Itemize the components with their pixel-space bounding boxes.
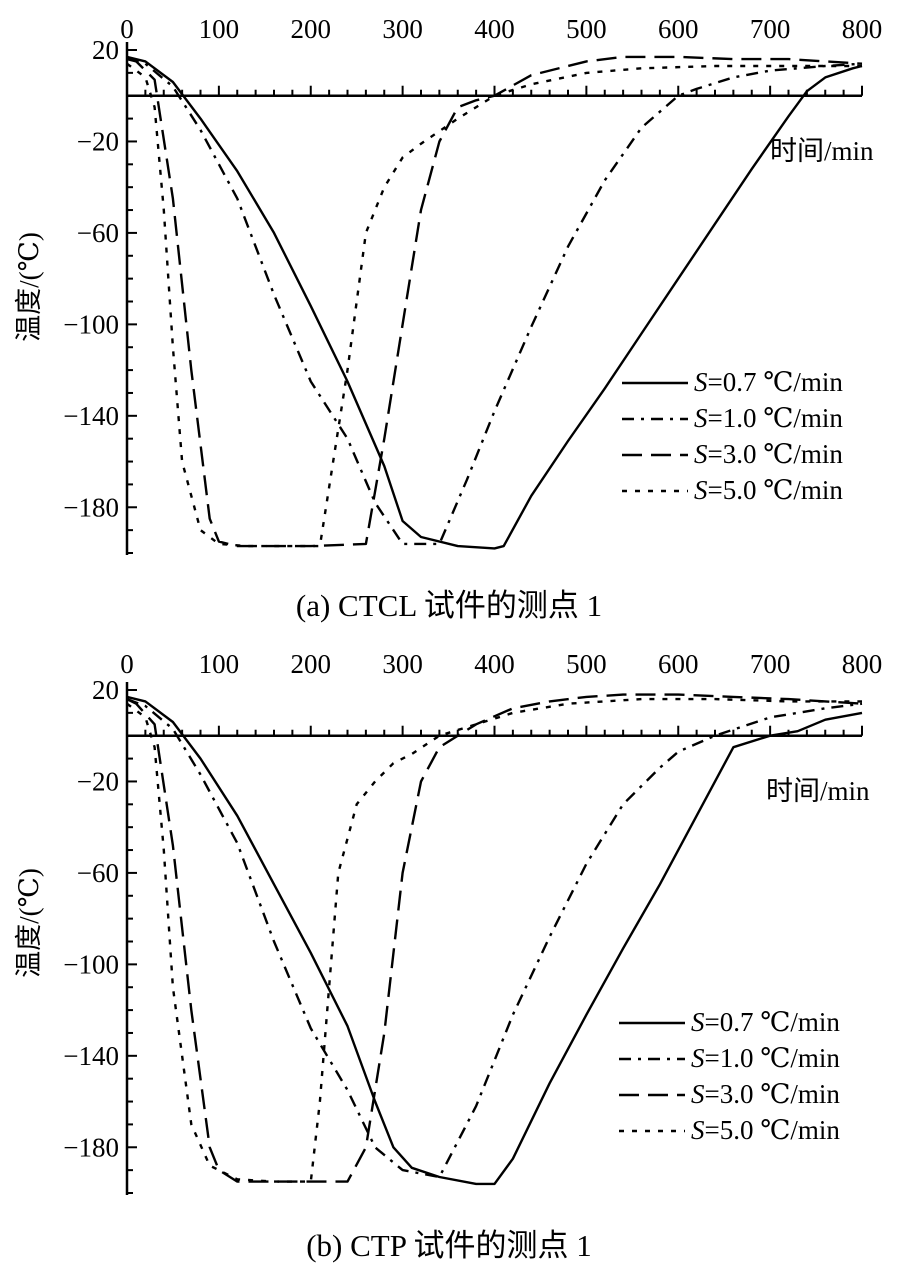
series-line-3 [126,693,863,1183]
x-tick-label: 700 [750,14,791,44]
y-tick-label: 20 [92,35,119,65]
series-line-4 [126,697,862,1183]
legend-var: S [691,1007,705,1037]
x-tick-label: 200 [291,649,332,679]
x-tick-label: 800 [842,649,883,679]
legend-label-4: S=5.0 ℃/min [694,475,843,505]
legend-var: S [694,403,708,433]
y-axis-label: 温度/(℃) [14,232,44,342]
legend-label-3: S=3.0 ℃/min [694,439,843,469]
y-tick-label: −100 [63,949,119,979]
y-tick-label: −180 [63,492,119,522]
x-tick-label: 400 [474,649,515,679]
y-tick-label: −60 [77,858,119,888]
x-tick-label: 800 [842,14,883,44]
legend-var: S [691,1115,705,1145]
legend-value: =3.0 ℃/min [705,1079,841,1109]
legend-value: =0.7 ℃/min [705,1007,841,1037]
legend-label-1: S=0.7 ℃/min [694,367,843,397]
y-tick-label: −140 [63,1041,119,1071]
legend-label-1: S=0.7 ℃/min [691,1007,840,1037]
legend-value: =5.0 ℃/min [705,1115,841,1145]
legend-label-4: S=5.0 ℃/min [691,1115,840,1145]
x-tick-label: 700 [750,649,791,679]
series-line-1 [126,55,863,550]
legend-label-2: S=1.0 ℃/min [691,1043,840,1073]
series-line-2 [126,697,863,1179]
x-tick-label: 300 [382,14,423,44]
x-tick-label: 600 [658,14,699,44]
y-tick-label: 20 [92,675,119,705]
series-line-3 [126,55,863,548]
legend-var: S [694,367,708,397]
y-tick-label: −100 [63,309,119,339]
y-tick-label: −20 [77,126,119,156]
legend-value: =0.7 ℃/min [708,367,844,397]
y-axis-label: 温度/(℃) [14,868,44,978]
x-axis-label: 时间/min [770,136,874,166]
legend-var: S [691,1079,705,1109]
x-tick-label: 0 [120,649,134,679]
legend-var: S [694,475,708,505]
y-tick-label: −140 [63,401,119,431]
legend-label-2: S=1.0 ℃/min [694,403,843,433]
x-tick-label: 400 [474,14,515,44]
chart-panel-a: 0 100 200 300 400 500 600 700 800 20 −20 −60 −100 −14… [14,14,882,623]
x-tick-label: 300 [382,649,423,679]
series-line-1 [126,695,863,1186]
legend-value: =3.0 ℃/min [708,439,844,469]
y-tick-label: −180 [63,1132,119,1162]
series-line-4 [126,62,862,548]
figure-caption: (b) CTP 试件的测点 1 [306,1228,592,1263]
y-tick-label: −20 [77,766,119,796]
x-axis-label: 时间/min [766,776,870,806]
x-tick-label: 200 [291,14,332,44]
y-tick-label: −60 [77,218,119,248]
x-tick-label: 0 [120,14,134,44]
x-tick-label: 600 [658,649,699,679]
legend-label-3: S=3.0 ℃/min [691,1079,840,1109]
figure-caption: (a) CTCL 试件的测点 1 [296,588,602,623]
x-tick-label: 500 [566,14,607,44]
chart-panel-b: 0 100 200 300 400 500 600 700 800 20 −20 −60 −100 −14… [14,649,882,1263]
x-tick-label: 100 [199,649,240,679]
legend-value: =1.0 ℃/min [708,403,844,433]
x-tick-label: 500 [566,649,607,679]
legend-var: S [691,1043,705,1073]
legend-value: =1.0 ℃/min [705,1043,841,1073]
series-line-2 [126,57,863,546]
legend-value: =5.0 ℃/min [708,475,844,505]
x-tick-label: 100 [199,14,240,44]
legend-var: S [694,439,708,469]
